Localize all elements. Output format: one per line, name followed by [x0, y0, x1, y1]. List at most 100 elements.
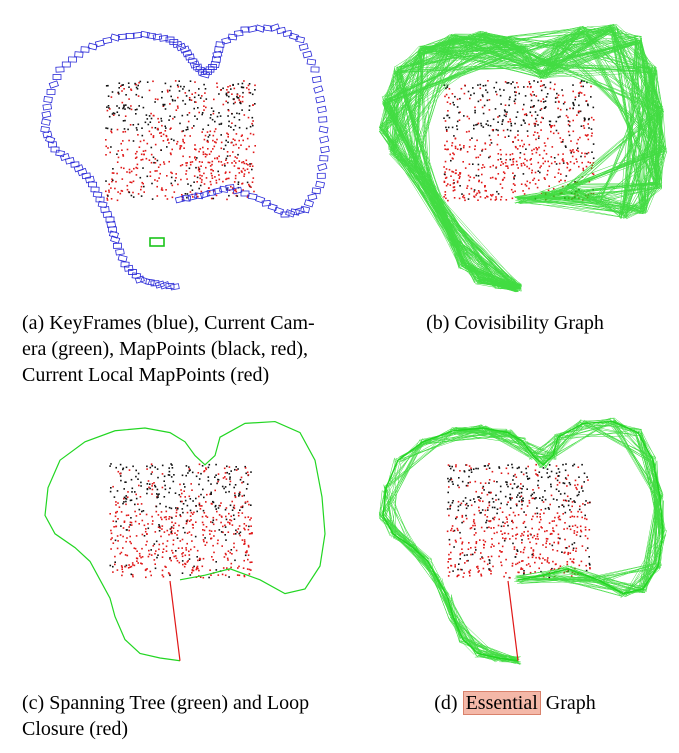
map-point-red [544, 145, 547, 147]
map-point-red [549, 125, 552, 127]
map-point-red [576, 531, 579, 533]
map-point-black [188, 89, 190, 92]
map-point-red [535, 95, 538, 97]
map-point-red [180, 145, 183, 147]
map-point-black [553, 157, 556, 159]
map-point-red [158, 548, 160, 551]
map-point-red [167, 572, 170, 574]
map-point-black [201, 113, 203, 116]
map-point-black [195, 166, 197, 169]
map-point-red [569, 149, 572, 152]
map-point-red [444, 191, 447, 193]
graph-edge [545, 198, 598, 204]
map-point-black [542, 496, 544, 498]
keyframe [303, 199, 315, 208]
map-point-black [483, 465, 486, 467]
map-point-black [190, 184, 192, 187]
map-point-black [115, 466, 117, 469]
graph-edge [640, 113, 661, 210]
map-point-black [141, 127, 143, 129]
map-point-red [129, 521, 132, 524]
map-point-black [221, 485, 224, 488]
map-point-black [584, 504, 586, 506]
map-point-black [143, 535, 146, 537]
map-point-red [204, 92, 206, 94]
keyframe [294, 206, 305, 215]
map-point-black [549, 120, 552, 123]
map-point-black [151, 182, 153, 185]
map-point-red [222, 103, 225, 106]
map-point-red [534, 561, 536, 564]
map-point-red [170, 171, 172, 174]
keyframe [47, 141, 58, 148]
map-point-red [194, 92, 197, 94]
map-point-red [456, 181, 459, 184]
graph-edge [610, 26, 661, 148]
map-point-red [235, 469, 238, 471]
map-point-red [251, 181, 254, 183]
map-point-red [539, 85, 542, 87]
map-point-red [542, 557, 544, 560]
map-point-black [178, 80, 180, 82]
map-point-red [214, 128, 217, 130]
graph-edge [451, 601, 481, 654]
map-point-black [224, 165, 226, 167]
map-point-red [148, 159, 151, 161]
map-point-black [179, 85, 182, 88]
map-point-black [497, 193, 500, 195]
map-point-black [105, 180, 107, 182]
map-point-red [211, 174, 213, 177]
map-point-red [210, 150, 212, 153]
map-point-black [124, 108, 126, 110]
map-point-red [552, 132, 555, 135]
map-point-red [181, 492, 183, 495]
map-point-black [214, 504, 217, 507]
map-point-red [229, 480, 232, 483]
map-point-red [522, 551, 525, 554]
map-point-red [231, 93, 233, 95]
graph-edge [525, 48, 534, 63]
map-point-black [580, 487, 583, 489]
map-point-red [117, 470, 120, 473]
map-point-red [230, 141, 233, 144]
map-point-red [532, 179, 534, 181]
map-point-red [213, 98, 215, 101]
caption-a-line-1: (a) KeyFrames (blue), Current Cam- [22, 312, 315, 334]
map-point-black [134, 82, 136, 85]
map-point-black [156, 493, 158, 495]
map-point-red [520, 163, 523, 165]
map-point-black [505, 481, 507, 483]
map-point-black [201, 112, 204, 114]
graph-edge [451, 33, 483, 39]
map-point-black [539, 109, 542, 111]
map-point-red [172, 527, 175, 529]
graph-edge [515, 196, 624, 214]
map-point-red [496, 531, 498, 534]
map-point-red [464, 562, 466, 564]
map-point-black [122, 467, 125, 470]
map-point-black [244, 465, 246, 468]
map-point-red [520, 495, 523, 497]
map-point-red [450, 529, 452, 532]
map-point-red [244, 467, 247, 469]
map-point-red [197, 472, 200, 474]
map-point-red [166, 540, 169, 542]
map-point-black [226, 188, 228, 190]
keyframe [282, 29, 293, 38]
map-point-red [484, 185, 486, 187]
map-point-black [158, 525, 161, 528]
map-point-red [446, 130, 448, 132]
map-point-black [224, 144, 227, 147]
map-point-black [156, 488, 159, 491]
map-point-red [497, 134, 499, 136]
map-point-black [168, 474, 171, 476]
map-point-red [509, 118, 511, 121]
caption-a-line-2: era (green), MapPoints (black, red), [22, 338, 308, 360]
map-point-black [448, 465, 451, 467]
map-point-black [489, 125, 492, 127]
map-point-red [461, 542, 463, 545]
graph-edge [394, 457, 396, 537]
map-point-red [198, 495, 200, 498]
map-point-red [162, 551, 164, 553]
map-point-red [122, 527, 125, 529]
